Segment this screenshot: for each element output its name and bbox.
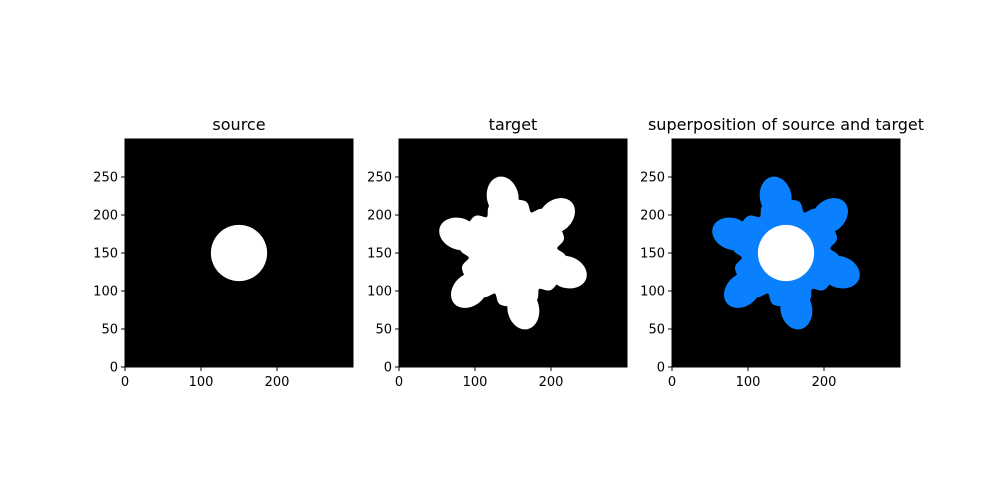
y-tick-label: 50	[648, 323, 665, 338]
gear-shape	[439, 176, 587, 330]
x-tick-label: 100	[463, 375, 488, 390]
x-tick-label: 0	[668, 375, 676, 390]
y-tick-label: 150	[640, 247, 665, 262]
target-panel: target 0 100 200 0 50 100 150 200 250	[367, 115, 628, 390]
y-tick-label: 200	[367, 209, 392, 224]
y-tick-label: 0	[110, 361, 118, 376]
y-tick-label: 200	[93, 209, 118, 224]
x-tick-label: 100	[189, 375, 214, 390]
y-tick-label: 50	[375, 323, 392, 338]
y-tick-label: 200	[640, 209, 665, 224]
y-tick-label: 150	[93, 247, 118, 262]
y-tick-label: 150	[367, 247, 392, 262]
panel-title: source	[212, 115, 265, 134]
y-tick-label: 250	[93, 171, 118, 186]
x-tick-label: 100	[736, 375, 761, 390]
x-tick-label: 0	[121, 375, 129, 390]
y-tick-label: 100	[367, 285, 392, 300]
x-tick-label: 200	[539, 375, 564, 390]
disk-shape	[210, 224, 268, 282]
y-tick-label: 50	[101, 323, 118, 338]
y-tick-label: 100	[93, 285, 118, 300]
y-tick-label: 0	[657, 361, 665, 376]
x-tick-label: 200	[265, 375, 290, 390]
panel-title: target	[489, 115, 538, 134]
x-tick-label: 0	[395, 375, 403, 390]
y-tick-label: 0	[384, 361, 392, 376]
y-tick-label: 250	[640, 171, 665, 186]
y-tick-label: 100	[640, 285, 665, 300]
superposition-panel: superposition of source and target 0 100 2…	[640, 115, 924, 390]
overlay-disk	[757, 224, 815, 282]
panel-title: superposition of source and target	[648, 115, 924, 134]
y-tick-label: 250	[367, 171, 392, 186]
source-panel: source 0 100 200 0 50 100 150 200 250	[93, 115, 354, 390]
x-tick-label: 200	[812, 375, 837, 390]
